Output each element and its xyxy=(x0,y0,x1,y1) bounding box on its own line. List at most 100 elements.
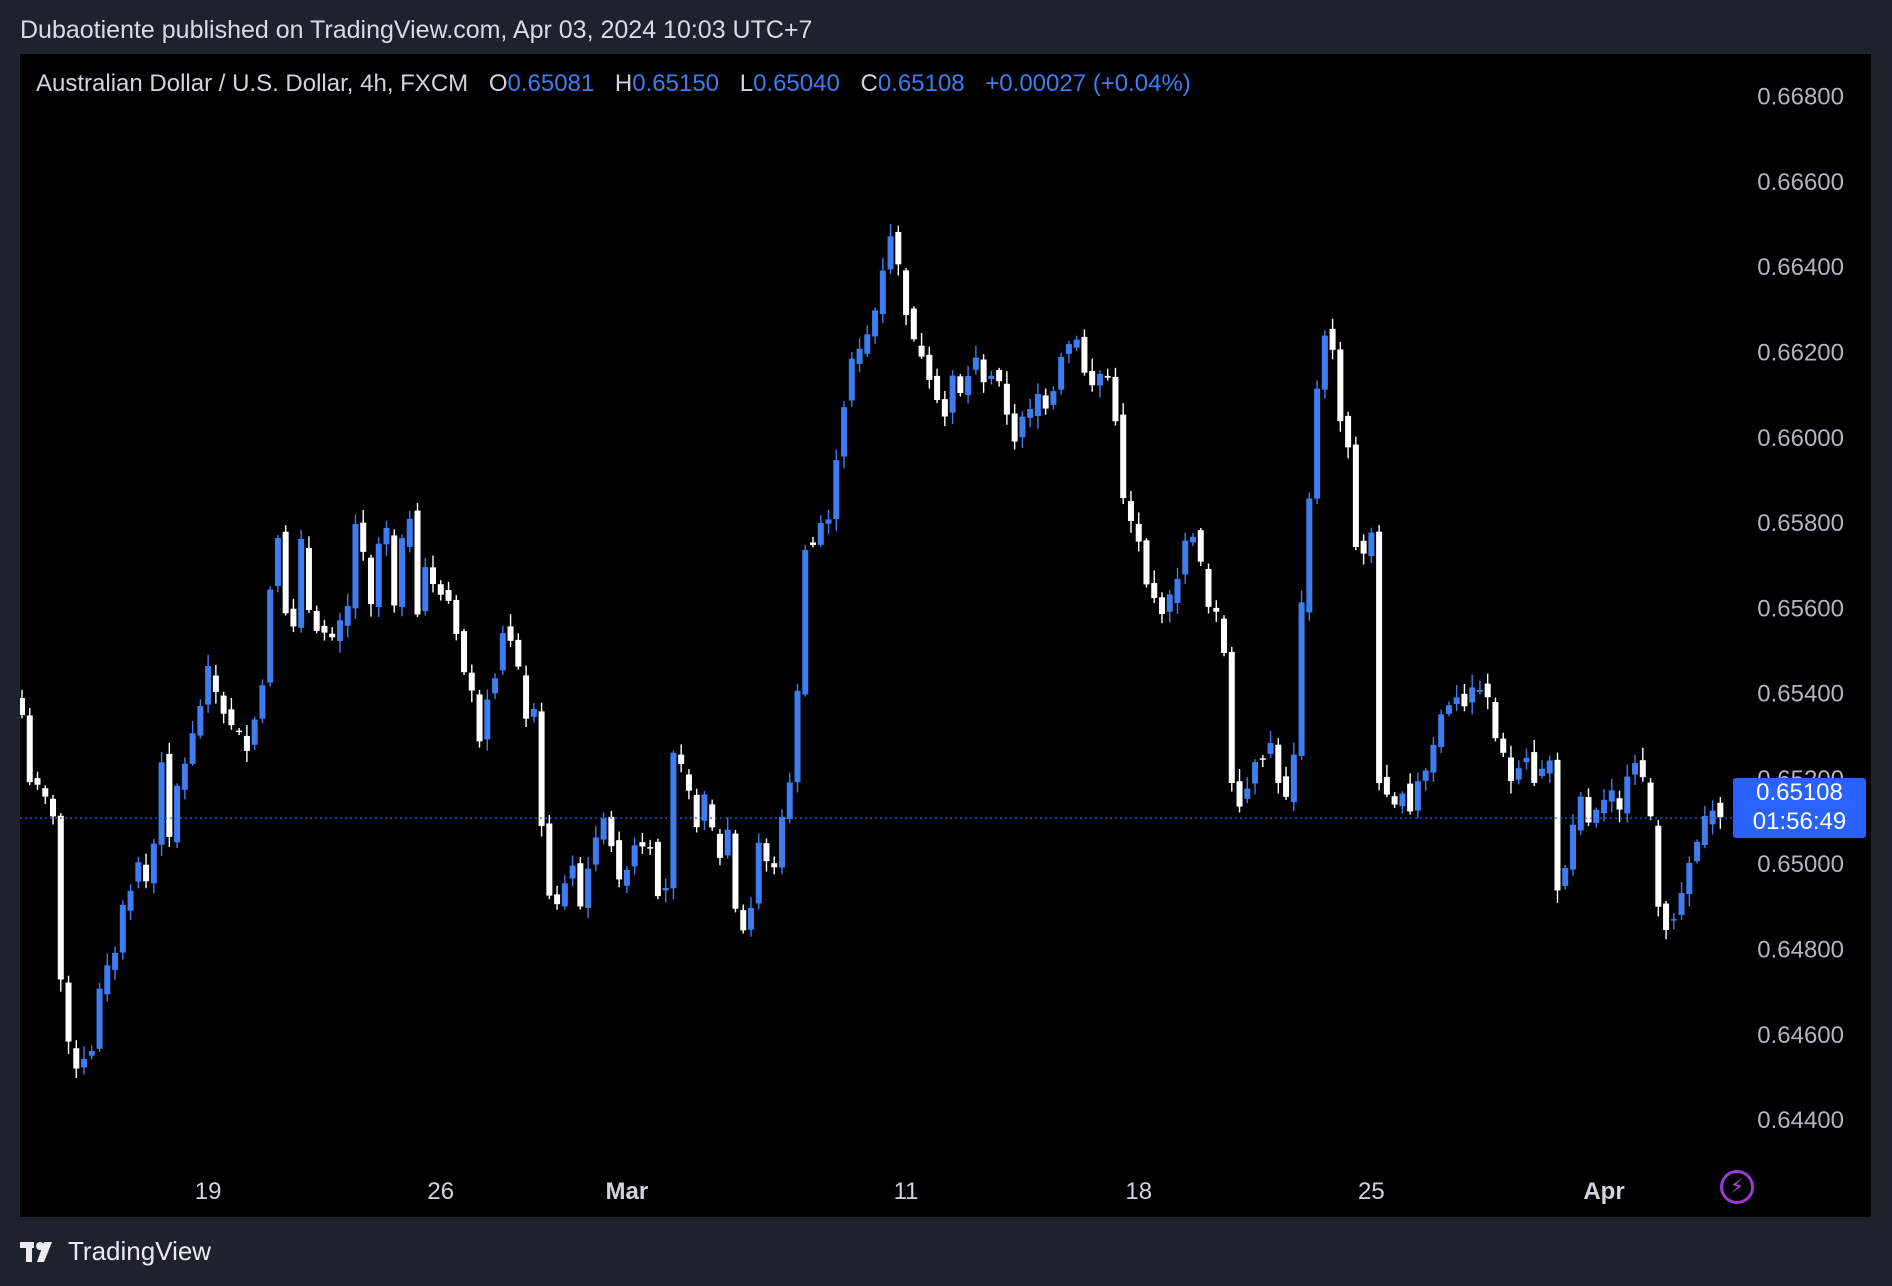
candle-body xyxy=(957,376,964,394)
candle-body xyxy=(1267,742,1274,754)
candle-body xyxy=(972,357,979,370)
y-axis-tick-label: 0.65000 xyxy=(1757,851,1844,878)
x-axis-tick-label: 19 xyxy=(195,1178,222,1205)
candle-body xyxy=(1174,578,1181,604)
candle-body xyxy=(104,965,111,995)
candle-body xyxy=(228,709,235,726)
candle-body xyxy=(670,752,677,889)
candle-body xyxy=(1151,582,1158,599)
candle-body xyxy=(1190,536,1197,543)
candle-body xyxy=(1678,893,1685,916)
candle-body xyxy=(825,519,832,524)
candle-body xyxy=(864,334,871,354)
y-axis-tick-label: 0.66000 xyxy=(1757,425,1844,452)
candle-body xyxy=(771,863,778,868)
candle-body xyxy=(918,345,925,357)
candle-body xyxy=(205,666,212,705)
candle-body xyxy=(73,1048,80,1069)
candle-body xyxy=(856,348,863,364)
candle-body xyxy=(786,782,793,820)
candle-body xyxy=(724,829,731,856)
candle-body xyxy=(1694,841,1701,862)
candle-body xyxy=(445,590,452,601)
candle-body xyxy=(554,894,561,905)
candle-body xyxy=(685,774,692,791)
candle-body xyxy=(1337,349,1344,422)
candle-body xyxy=(1244,788,1251,799)
x-axis-tick-label: 11 xyxy=(894,1178,919,1205)
candle-body xyxy=(135,862,142,882)
candle-body xyxy=(1058,356,1065,390)
candle-body xyxy=(1135,523,1142,542)
candle-body xyxy=(422,567,429,612)
lightning-bolt-icon[interactable]: ⚡ xyxy=(1720,1170,1754,1204)
close-value: 0.65108 xyxy=(877,70,965,97)
candle-body xyxy=(895,231,902,265)
candle-body xyxy=(1352,444,1359,548)
candle-body xyxy=(1050,391,1057,405)
candle-body xyxy=(1399,793,1406,807)
candle-body xyxy=(1585,796,1592,823)
candle-body xyxy=(1166,594,1173,612)
footer-brand[interactable]: TradingView xyxy=(20,1236,211,1267)
candle-body xyxy=(26,715,33,783)
candle-body xyxy=(1158,597,1165,614)
candle-body xyxy=(523,675,530,719)
candle-body xyxy=(1554,759,1561,891)
candle-body xyxy=(212,675,219,692)
candle-body xyxy=(996,369,1003,382)
chart-panel[interactable]: 0.66800 0.66600 0.66400 0.66200 0.66000 0.658… xyxy=(20,54,1871,1217)
candle-body xyxy=(1531,752,1538,783)
candle-body xyxy=(352,524,359,609)
x-axis-tick-label: Mar xyxy=(606,1178,649,1205)
candle-body xyxy=(763,843,770,862)
candle-body xyxy=(1034,393,1041,417)
candle-body xyxy=(530,708,537,717)
low-label: L xyxy=(739,70,754,97)
candle-body xyxy=(1476,689,1483,692)
candle-body xyxy=(1252,762,1259,784)
candle-body xyxy=(20,698,25,716)
candle-body xyxy=(1523,757,1530,763)
candle-body xyxy=(298,538,305,628)
candle-body xyxy=(1003,383,1010,415)
candle-body xyxy=(1701,815,1708,846)
candle-body xyxy=(716,833,723,858)
candle-body xyxy=(1221,618,1228,653)
symbol-title[interactable]: Australian Dollar / U.S. Dollar, 4h, FXC… xyxy=(36,70,469,97)
candle-body xyxy=(1570,824,1576,870)
candle-body xyxy=(1608,790,1615,802)
bar-countdown: 01:56:49 xyxy=(1752,808,1847,835)
candle-body xyxy=(600,818,607,840)
candle-body xyxy=(1383,776,1390,795)
low-value: 0.65040 xyxy=(753,70,840,97)
candle-body xyxy=(833,460,840,520)
candle-body xyxy=(1655,825,1662,907)
candle-body xyxy=(569,865,576,879)
candle-body xyxy=(305,547,312,611)
candle-body xyxy=(1329,328,1336,350)
candle-body xyxy=(662,888,669,891)
candle-body xyxy=(1314,388,1321,499)
candle-body xyxy=(848,358,855,401)
candle-body xyxy=(437,584,444,595)
candle-body xyxy=(1562,867,1569,887)
candle-body xyxy=(903,270,910,316)
candle-body xyxy=(585,868,592,908)
candle-body xyxy=(375,543,382,608)
close-label: C xyxy=(860,70,878,97)
candle-body xyxy=(360,522,367,552)
candle-body xyxy=(1632,763,1639,775)
candle-body xyxy=(189,733,196,764)
y-axis-tick-label: 0.66400 xyxy=(1757,254,1844,281)
candlestick-chart[interactable]: 0.66800 0.66600 0.66400 0.66200 0.66000 0.658… xyxy=(20,54,1871,1217)
candle-body xyxy=(1500,738,1507,753)
candle-body xyxy=(492,678,499,694)
candle-body xyxy=(88,1050,95,1056)
candle-body xyxy=(290,608,297,627)
footer-brand-label: TradingView xyxy=(68,1236,212,1266)
candle-body xyxy=(1360,540,1367,554)
candle-body xyxy=(616,840,623,880)
y-axis-tick-label: 0.66600 xyxy=(1757,169,1844,196)
time-axis xyxy=(20,1182,1871,1217)
